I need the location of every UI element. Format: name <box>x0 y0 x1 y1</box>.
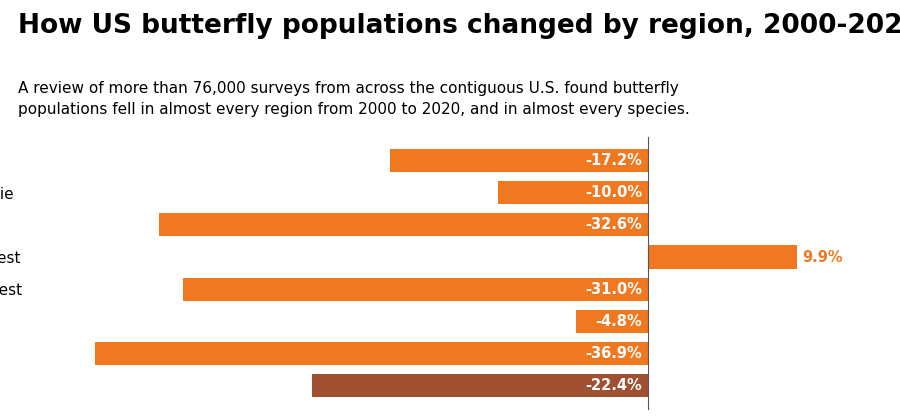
Bar <box>576 310 648 333</box>
Text: How US butterfly populations changed by region, 2000-2020: How US butterfly populations changed by … <box>18 13 900 38</box>
Text: -36.9%: -36.9% <box>585 346 642 361</box>
Bar <box>94 342 648 365</box>
Bar <box>183 278 648 301</box>
Bar <box>498 181 648 204</box>
Text: -4.8%: -4.8% <box>595 314 642 329</box>
Text: A review of more than 76,000 surveys from across the contiguous U.S. found butte: A review of more than 76,000 surveys fro… <box>18 81 689 117</box>
Text: -17.2%: -17.2% <box>585 153 642 168</box>
Bar <box>159 213 648 237</box>
Text: -32.6%: -32.6% <box>585 217 642 232</box>
Text: -22.4%: -22.4% <box>585 378 642 393</box>
Bar <box>390 149 648 172</box>
Text: 9.9%: 9.9% <box>803 250 843 265</box>
Text: -31.0%: -31.0% <box>585 282 642 297</box>
Text: -10.0%: -10.0% <box>585 185 642 200</box>
Bar <box>648 245 796 269</box>
Bar <box>312 374 648 397</box>
